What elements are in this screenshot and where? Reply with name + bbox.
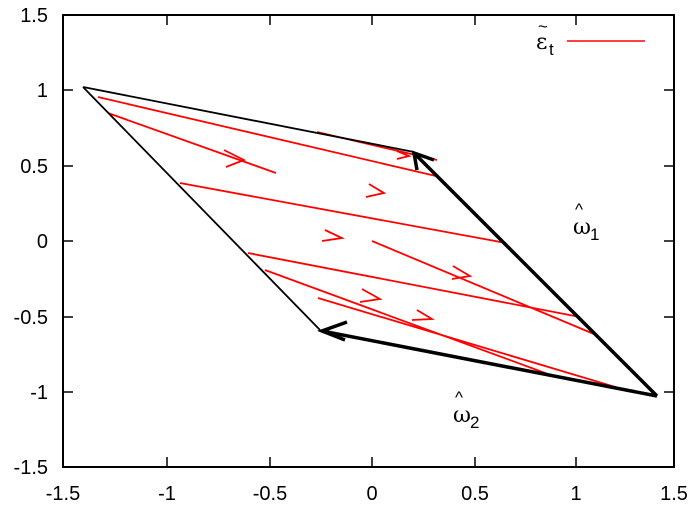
svg-text:^: ^: [455, 388, 463, 407]
omega1-arrowhead: [411, 150, 435, 171]
x-tick-label: -1.5: [46, 483, 80, 505]
y-tick-label: 1: [37, 80, 48, 102]
legend-subscript: t: [549, 40, 554, 59]
y-tick-label: -1.5: [14, 457, 48, 479]
omega1-label: ^ ω 1: [573, 200, 599, 244]
y-axis-labels: 1.5 1 0.5 0 -0.5 -1 -1.5: [14, 5, 48, 479]
x-tick-label: 1.5: [660, 483, 688, 505]
legend: ε ~ t: [536, 17, 645, 59]
y-tick-label: -1: [30, 382, 48, 404]
x-tick-label: -1: [158, 483, 176, 505]
plot-frame: [62, 14, 675, 468]
svg-text:ω: ω: [453, 403, 471, 428]
omega2-arrowhead: [317, 320, 348, 342]
x-tick-label: -0.5: [253, 483, 287, 505]
omega2-label: ^ ω 2: [453, 388, 479, 432]
omega2-vector: [321, 329, 658, 398]
axis-ticks: [63, 15, 674, 467]
omega1-vector: [414, 153, 659, 398]
y-tick-label: 0.5: [20, 156, 48, 178]
x-axis-labels: -1.5 -1 -0.5 0 0.5 1 1.5: [46, 483, 688, 505]
svg-text:^: ^: [575, 200, 583, 219]
y-tick-label: 1.5: [20, 5, 48, 27]
svg-text:1: 1: [590, 225, 599, 244]
x-tick-label: 0.5: [461, 483, 489, 505]
x-tick-label: 1: [570, 483, 581, 505]
svg-text:2: 2: [470, 413, 479, 432]
boundary: [82, 86, 415, 331]
y-tick-label: 0: [37, 231, 48, 253]
legend-label: ε: [536, 30, 547, 55]
x-tick-label: 0: [366, 483, 377, 505]
y-tick-label: -0.5: [14, 307, 48, 329]
svg-text:ω: ω: [573, 215, 591, 240]
legend-tilde: ~: [538, 17, 548, 36]
omega-vectors: [317, 150, 659, 398]
